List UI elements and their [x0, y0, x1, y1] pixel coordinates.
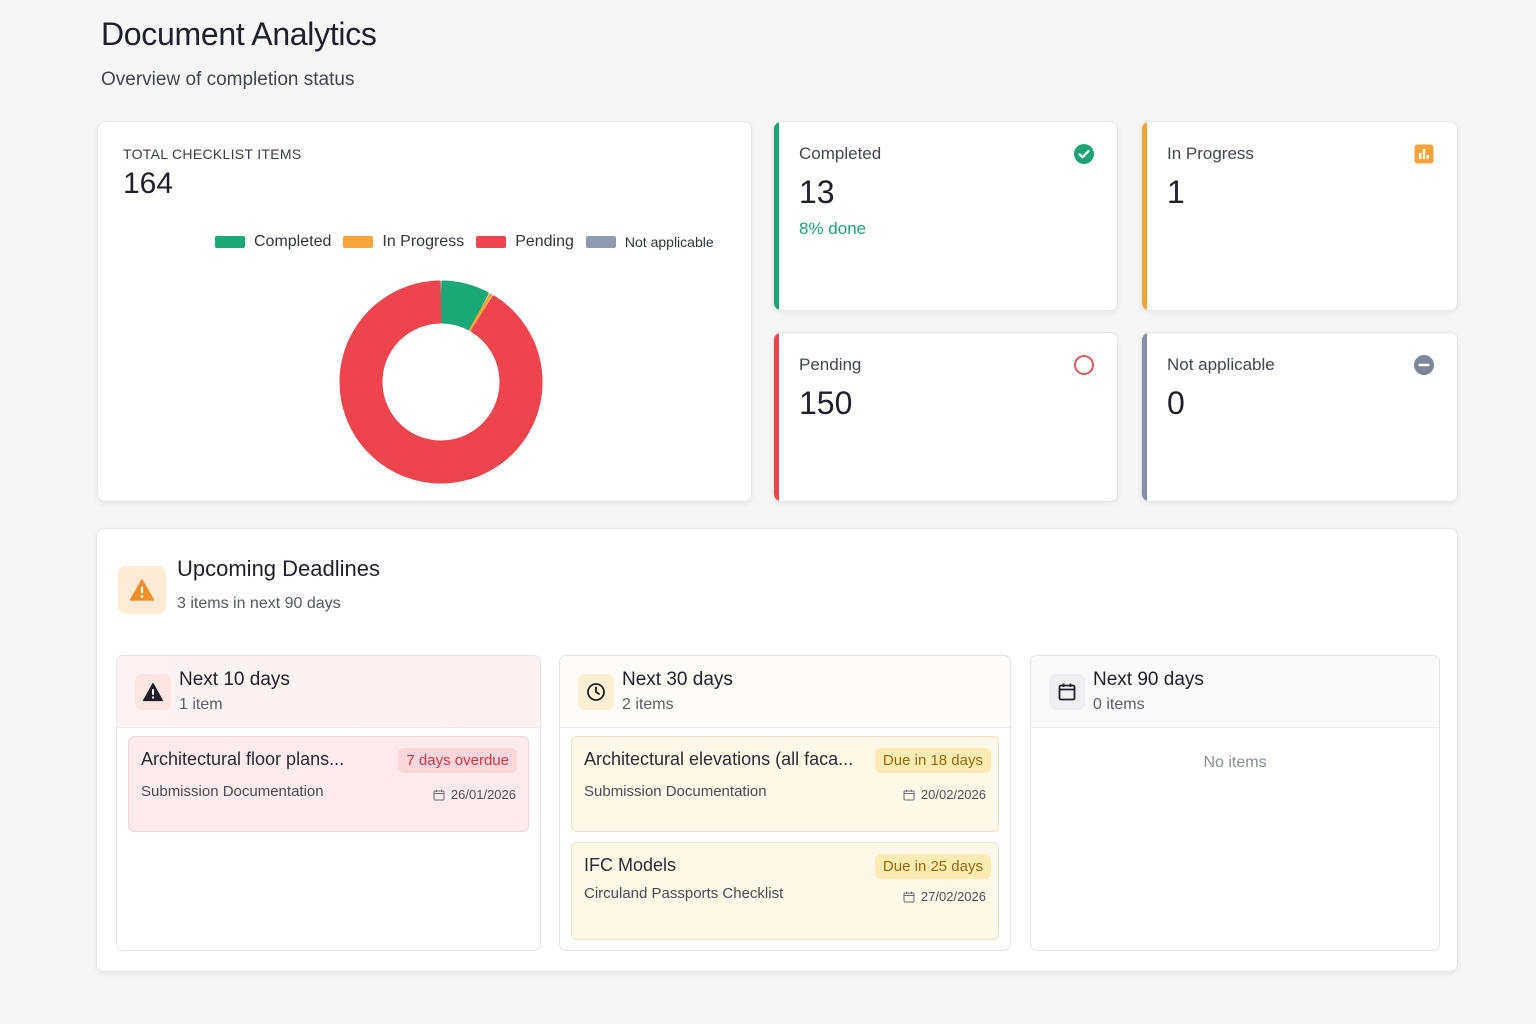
chart-legend: Completed In Progress Pending Not applic…: [215, 233, 714, 251]
deadline-badge: [118, 566, 166, 614]
empty-circle-icon: [1074, 355, 1094, 375]
legend-item-completed[interactable]: Completed: [215, 233, 331, 251]
column-icon-box: [578, 674, 614, 710]
column-count: 1 item: [179, 696, 223, 713]
empty-state-text: No items: [1203, 754, 1267, 771]
item-name: IFC Models: [584, 855, 677, 875]
legend-item-not-applicable[interactable]: Not applicable: [585, 234, 714, 250]
stat-card-in-progress: In Progress 1: [1141, 121, 1458, 311]
stat-value: 1: [1167, 174, 1185, 210]
column-count: 2 items: [622, 696, 674, 713]
stat-card-not-applicable: Not applicable 0: [1141, 332, 1458, 502]
legend-swatch: [585, 236, 616, 248]
stat-card-pending: Pending 150: [773, 332, 1118, 502]
donut-slice-in-progress[interactable]: [469, 293, 493, 332]
column-icon-box: [135, 674, 171, 710]
calendar-icon: [1058, 683, 1076, 701]
item-date: 27/02/2026: [903, 889, 986, 904]
deadlines-subtitle: 3 items in next 90 days: [177, 595, 341, 612]
deadline-item[interactable]: Architectural elevations (all faca... Du…: [571, 736, 999, 832]
column-title: Next 30 days: [622, 669, 733, 690]
item-category: Submission Documentation: [141, 783, 324, 800]
item-category: Submission Documentation: [584, 783, 767, 800]
legend-label: Pending: [515, 233, 574, 250]
legend-label: Completed: [254, 233, 332, 250]
stat-label: Not applicable: [1167, 355, 1275, 374]
accent-bar: [774, 122, 779, 310]
deadline-item[interactable]: Architectural floor plans... 7 days over…: [128, 736, 529, 832]
donut-slice-completed[interactable]: [440, 280, 489, 331]
calendar-icon: [433, 789, 445, 800]
warning-icon: [129, 579, 155, 601]
due-badge: Due in 18 days: [874, 748, 991, 773]
deadlines-title: Upcoming Deadlines: [177, 556, 380, 581]
accent-bar: [774, 333, 779, 501]
item-date-text: 27/02/2026: [920, 889, 986, 904]
deadline-column-90-days: Next 90 days 0 items No items: [1030, 655, 1440, 951]
column-header: Next 90 days 0 items: [1031, 656, 1439, 728]
legend-label: Not applicable: [624, 234, 714, 250]
bar-chart-icon: [1414, 144, 1434, 164]
stat-value: 13: [799, 174, 835, 210]
column-header: Next 10 days 1 item: [117, 656, 540, 728]
total-items-card: TOTAL CHECKLIST ITEMS 164 Completed In P…: [97, 121, 752, 502]
stat-label: In Progress: [1167, 144, 1254, 163]
stat-value: 0: [1167, 385, 1185, 421]
item-date-text: 20/02/2026: [920, 787, 986, 802]
page-subtitle: Overview of completion status: [101, 69, 355, 90]
clock-icon: [587, 683, 605, 701]
stat-card-completed: Completed 13 8% done: [773, 121, 1118, 311]
donut-slice-pending[interactable]: [339, 280, 543, 484]
column-title: Next 90 days: [1093, 669, 1204, 690]
stat-label: Pending: [799, 355, 862, 374]
column-title: Next 10 days: [179, 669, 290, 690]
item-name: Architectural floor plans...: [141, 749, 345, 769]
deadline-item[interactable]: IFC Models Due in 25 days Circuland Pass…: [571, 842, 999, 940]
accent-bar: [1142, 122, 1147, 310]
legend-label: In Progress: [382, 233, 465, 250]
deadline-column-10-days: Next 10 days 1 item Architectural floor …: [116, 655, 541, 951]
check-circle-icon: [1074, 144, 1094, 164]
calendar-icon: [903, 789, 915, 800]
minus-circle-icon: [1414, 355, 1434, 375]
legend-item-pending[interactable]: Pending: [476, 233, 574, 251]
legend-item-in-progress[interactable]: In Progress: [343, 233, 464, 251]
total-items-value: 164: [123, 167, 174, 200]
warning-icon: [142, 682, 164, 702]
column-count: 0 items: [1093, 696, 1145, 713]
item-date: 26/01/2026: [433, 787, 516, 802]
column-header: Next 30 days 2 items: [560, 656, 1010, 728]
column-icon-box: [1049, 674, 1085, 710]
due-badge: Due in 25 days: [874, 854, 991, 879]
stat-value: 150: [799, 385, 853, 421]
stat-label: Completed: [799, 144, 882, 163]
legend-swatch: [215, 236, 245, 248]
total-items-label: TOTAL CHECKLIST ITEMS: [123, 146, 302, 162]
item-name: Architectural elevations (all faca...: [584, 749, 854, 769]
donut-chart: [339, 280, 543, 484]
accent-bar: [1142, 333, 1147, 501]
item-date-text: 26/01/2026: [450, 787, 516, 802]
page-title: Document Analytics: [101, 16, 377, 52]
deadline-column-30-days: Next 30 days 2 items Architectural eleva…: [559, 655, 1011, 951]
stat-percent: 8% done: [799, 219, 867, 238]
item-category: Circuland Passports Checklist: [584, 885, 784, 902]
legend-swatch: [476, 236, 507, 248]
item-date: 20/02/2026: [903, 787, 986, 802]
overdue-badge: 7 days overdue: [398, 748, 517, 773]
upcoming-deadlines-panel: Upcoming Deadlines 3 items in next 90 da…: [96, 528, 1458, 972]
legend-swatch: [343, 236, 374, 248]
calendar-icon: [903, 891, 915, 902]
